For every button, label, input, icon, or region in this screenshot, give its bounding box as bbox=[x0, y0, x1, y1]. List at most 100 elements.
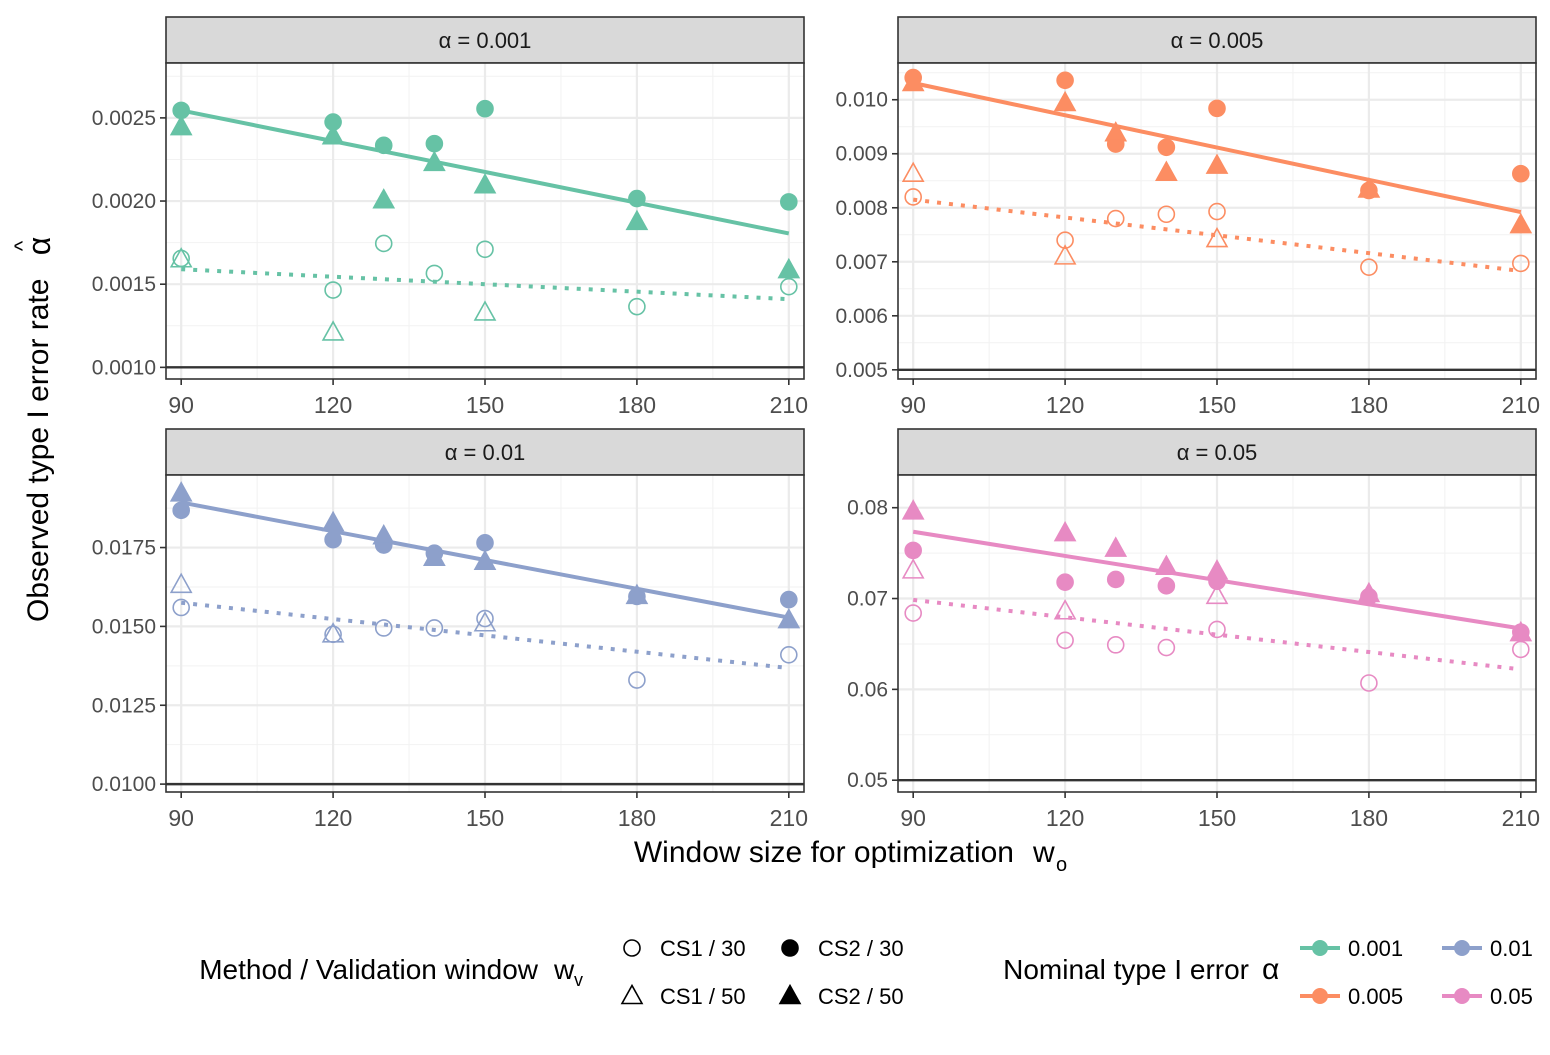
legend-alpha-title-symbol: α bbox=[1262, 953, 1279, 986]
y-tick-label: 0.0010 bbox=[92, 356, 156, 379]
data-point-triangle-filled bbox=[372, 524, 396, 545]
data-point-triangle-open bbox=[901, 161, 925, 183]
data-point-circle-filled bbox=[1157, 138, 1176, 157]
panel-strip bbox=[897, 16, 1537, 64]
legend-alpha-label: 0.005 bbox=[1348, 984, 1403, 1009]
data-point-circle-open bbox=[1360, 674, 1378, 692]
data-point-triangle-open bbox=[473, 611, 497, 632]
y-tick-label: 0.009 bbox=[835, 143, 888, 166]
fit-line-cs1 bbox=[181, 267, 789, 302]
y-axis-title-text: Observed type I error rate bbox=[22, 279, 55, 622]
data-point-triangle-filled bbox=[625, 583, 649, 605]
data-point-triangle-filled bbox=[1053, 90, 1077, 112]
data-point-circle-filled bbox=[780, 590, 798, 609]
legend-alpha-key: 0.005 bbox=[1300, 984, 1403, 1009]
legend-method-symbol bbox=[620, 983, 644, 1005]
y-tick-label: 0.07 bbox=[847, 588, 888, 611]
data-point-circle-open bbox=[1512, 640, 1530, 659]
y-axis-title-main: Observed type I error rate bbox=[22, 279, 55, 622]
y-axis-title-hat: ^ bbox=[10, 240, 35, 251]
x-tick-label: 90 bbox=[168, 805, 194, 831]
x-axis-title: Window size for optimization w o bbox=[634, 836, 1067, 876]
y-tick-label: 0.007 bbox=[835, 251, 888, 274]
data-point-triangle-open bbox=[1053, 599, 1077, 620]
data-point-circle-filled bbox=[1106, 570, 1125, 589]
data-point-triangle-filled bbox=[1509, 620, 1533, 642]
data-point-circle-filled bbox=[904, 541, 922, 560]
x-tick-label: 150 bbox=[1198, 392, 1236, 418]
x-tick-label: 210 bbox=[1502, 392, 1540, 418]
data-point-triangle-open bbox=[473, 300, 497, 321]
legend-alpha-dot bbox=[1312, 940, 1328, 956]
legend-method-key: CS2 / 50 bbox=[778, 983, 904, 1009]
legend: Method / Validation window w v CS1 / 30 C… bbox=[199, 936, 1533, 1009]
data-point-circle-filled bbox=[172, 501, 190, 520]
data-point-triangle-filled bbox=[169, 481, 193, 502]
panels-layer: α = 0.001 0.0010 0.0015 0.0020 0.0025 90 120 15… bbox=[92, 16, 1540, 831]
legend-method-label: CS1 / 30 bbox=[660, 936, 746, 961]
data-point-triangle-open bbox=[321, 320, 345, 341]
y-axis-title-symbol: α bbox=[21, 237, 57, 256]
data-point-circle-open bbox=[1157, 205, 1176, 224]
y-axis-title: Observed type I error rate α ^ bbox=[10, 237, 57, 622]
data-point-circle-open bbox=[425, 619, 444, 637]
legend-alpha-dot bbox=[1312, 988, 1328, 1004]
data-point-triangle-filled bbox=[777, 607, 801, 629]
legend-method-symbol bbox=[623, 939, 641, 957]
legend-methods: CS1 / 30 CS2 / 30 CS1 / 50 CS2 / 50 bbox=[620, 936, 904, 1009]
data-point-circle-open bbox=[1106, 209, 1125, 228]
legend-alpha-key: 0.001 bbox=[1300, 936, 1403, 961]
y-tick-label: 0.0100 bbox=[92, 773, 156, 796]
data-point-triangle-filled bbox=[1155, 554, 1178, 576]
legend-method-key: CS2 / 30 bbox=[781, 936, 904, 961]
data-point-triangle-open bbox=[169, 572, 193, 594]
y-tick-label: 0.005 bbox=[835, 359, 888, 382]
data-point-triangle-filled bbox=[473, 549, 497, 571]
panel: α = 0.005 0.005 0.006 0.007 0.008 0.009 0.010 9… bbox=[835, 16, 1540, 418]
legend-method-title: Method / Validation window bbox=[199, 954, 539, 985]
data-point-triangle-open bbox=[321, 622, 345, 643]
legend-alpha-label: 0.05 bbox=[1490, 984, 1533, 1009]
data-point-triangle-filled bbox=[1205, 559, 1229, 580]
data-point-triangle-open bbox=[1205, 583, 1229, 605]
data-point-circle-filled bbox=[374, 136, 393, 155]
x-tick-label: 150 bbox=[466, 805, 504, 831]
data-point-circle-open bbox=[1106, 636, 1125, 654]
x-tick-label: 210 bbox=[1502, 805, 1540, 831]
x-tick-label: 120 bbox=[1046, 805, 1084, 831]
data-point-circle-open bbox=[904, 188, 922, 206]
data-point-circle-filled bbox=[476, 534, 494, 552]
y-tick-label: 0.008 bbox=[835, 197, 888, 220]
data-point-triangle-filled bbox=[321, 510, 345, 532]
x-tick-label: 210 bbox=[770, 805, 808, 831]
data-point-circle-filled bbox=[1056, 573, 1074, 591]
panel-strip-label: α = 0.05 bbox=[1177, 440, 1258, 465]
legend-method-title-symbol: w bbox=[553, 954, 575, 985]
y-tick-label: 0.08 bbox=[847, 497, 888, 520]
fit-line-cs2 bbox=[912, 81, 1522, 215]
data-point-triangle-filled bbox=[777, 257, 801, 279]
y-tick-label: 0.006 bbox=[835, 305, 888, 328]
y-tick-label: 0.05 bbox=[847, 769, 888, 792]
data-point-triangle-open bbox=[1053, 244, 1077, 265]
y-tick-label: 0.0015 bbox=[92, 273, 156, 296]
data-point-triangle-filled bbox=[372, 188, 396, 209]
legend-method-label: CS2 / 30 bbox=[818, 936, 904, 961]
data-point-circle-filled bbox=[324, 530, 342, 549]
x-tick-label: 180 bbox=[1350, 392, 1388, 418]
data-point-circle-open bbox=[904, 604, 922, 622]
data-point-triangle-filled bbox=[1357, 177, 1381, 198]
x-tick-label: 180 bbox=[618, 805, 656, 831]
data-point-circle-filled bbox=[1512, 164, 1530, 183]
data-point-circle-open bbox=[1360, 258, 1378, 276]
x-tick-label: 150 bbox=[466, 392, 504, 418]
legend-method-symbol bbox=[781, 939, 799, 957]
x-tick-label: 180 bbox=[1350, 805, 1388, 831]
panel-strip-label: α = 0.001 bbox=[439, 28, 532, 53]
data-point-circle-open bbox=[425, 264, 444, 283]
data-point-circle-open bbox=[476, 240, 494, 259]
data-point-triangle-open bbox=[1205, 226, 1229, 248]
data-point-triangle-open bbox=[901, 558, 925, 579]
data-point-triangle-filled bbox=[423, 150, 446, 172]
